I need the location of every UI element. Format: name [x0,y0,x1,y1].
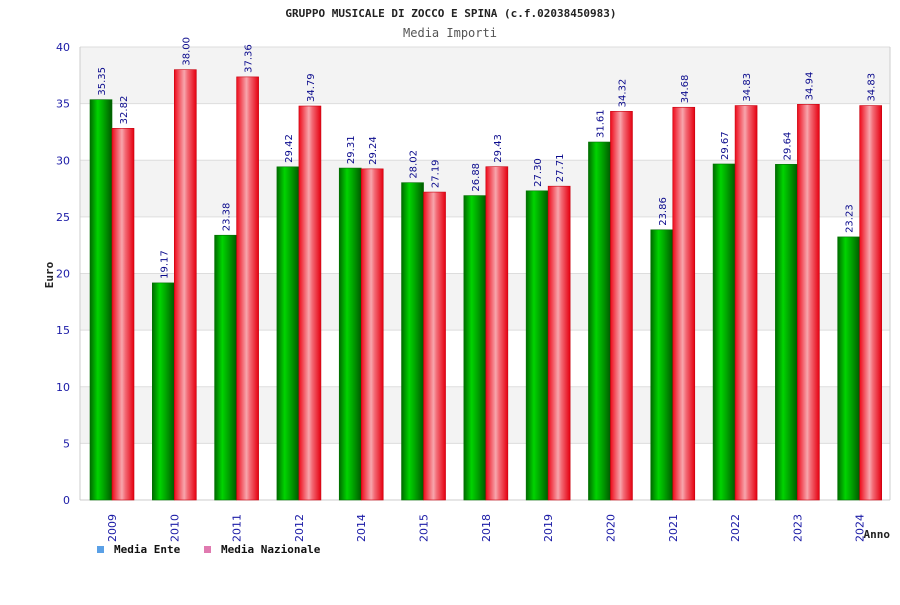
data-label: 27.19 [431,159,442,188]
data-label: 29.64 [782,132,793,161]
y-tick-label: 40 [56,41,70,54]
x-tick-label: 2010 [168,514,181,542]
x-axis-label: Anno [864,528,891,541]
x-tick-label: 2015 [418,514,431,542]
x-tick-label: 2023 [791,514,804,542]
bar-media-nazionale-2022 [734,105,758,501]
data-label: 31.61 [595,109,606,138]
chart-title: GRUPPO MUSICALE DI ZOCCO E SPINA (c.f.02… [285,7,616,20]
chart-subtitle: Media Importi [403,26,497,40]
data-label: 34.68 [680,75,691,104]
data-label: 35.35 [97,67,108,96]
x-tick-label: 2009 [106,514,119,542]
y-tick-label: 5 [63,437,70,450]
bar-media-ente-2011 [214,234,237,501]
data-label: 29.67 [720,131,731,160]
bar-media-nazionale-2015 [423,191,446,501]
data-label: 29.43 [493,134,504,163]
bar-media-nazionale-2020 [610,111,633,501]
bar-media-ente-2023 [775,164,798,501]
bar-media-nazionale-2010 [174,69,197,501]
bar-media-ente-2018 [463,195,487,501]
data-label: 23.38 [222,203,233,232]
bar-media-nazionale-2011 [236,76,259,501]
bar-media-ente-2015 [401,182,424,501]
plot-band [80,103,890,161]
data-label: 34.94 [804,72,815,101]
y-tick-label: 15 [56,324,70,337]
y-tick-label: 20 [56,268,70,281]
legend: Media Ente Media Nazionale [97,543,321,556]
data-label: 29.24 [368,136,379,165]
bar-media-nazionale-2024 [859,105,882,501]
data-label: 38.00 [181,37,192,66]
bar-media-nazionale-2023 [797,104,820,501]
x-tick-label: 2012 [293,514,306,542]
x-tick-label: 2024 [854,514,867,542]
data-label: 34.79 [306,73,317,102]
legend-swatch-media-ente [97,546,104,553]
bar-media-ente-2024 [837,236,860,501]
y-tick-label: 10 [56,381,70,394]
bar-media-ente-2012 [276,166,300,501]
x-tick-label: 2018 [480,514,493,542]
data-label: 37.36 [244,44,255,73]
y-tick-label: 25 [56,211,70,224]
x-axis-ticks: 2009 2010 2011 2012 2014 2015 2018 2019 2020 2021… [106,514,867,542]
legend-label-media-ente: Media Ente [114,543,181,556]
data-label: 29.42 [284,134,295,163]
bar-media-ente-2014 [338,167,362,501]
x-tick-label: 2014 [355,514,368,542]
y-tick-label: 30 [56,154,70,167]
bar-media-ente-2019 [525,190,549,501]
bar-media-ente-2009 [89,99,113,501]
data-label: 23.86 [658,197,669,226]
data-label: 32.82 [119,96,130,125]
bar-media-ente-2022 [712,163,736,501]
bar-media-ente-2021 [650,229,674,501]
data-label: 23.23 [845,204,856,233]
bar-media-nazionale-2014 [360,168,384,501]
legend-label-media-nazionale: Media Nazionale [221,543,321,556]
data-label: 26.88 [471,163,482,192]
legend-swatch-media-nazionale [204,546,211,553]
bar-media-nazionale-2009 [111,128,135,501]
bars: 35.35 32.82 19.17 38.00 23.38 37.36 29.42 34.79… [89,37,882,501]
data-label: 29.31 [346,135,357,164]
bar-media-nazionale-2018 [485,166,509,501]
bar-media-nazionale-2012 [298,105,322,501]
bar-media-nazionale-2021 [672,106,696,501]
bar-media-ente-2020 [588,141,611,501]
data-label: 34.83 [742,73,753,102]
x-tick-label: 2011 [231,514,244,542]
data-label: 28.02 [409,150,420,179]
bar-media-nazionale-2019 [547,185,571,501]
plot-band [80,47,890,104]
bar-media-ente-2010 [152,282,175,501]
data-label: 27.30 [533,158,544,187]
data-label: 19.17 [159,250,170,279]
x-tick-label: 2019 [542,514,555,542]
y-axis-ticks: 0 5 10 15 20 25 30 35 40 [56,41,70,507]
y-tick-label: 35 [56,98,70,111]
x-tick-label: 2020 [604,514,617,542]
x-tick-label: 2022 [729,514,742,542]
data-label: 27.71 [555,154,566,183]
y-tick-label: 0 [63,494,70,507]
data-label: 34.32 [617,79,628,108]
x-tick-label: 2021 [667,514,680,542]
y-axis-label: Euro [43,261,56,288]
data-label: 34.83 [867,73,878,102]
